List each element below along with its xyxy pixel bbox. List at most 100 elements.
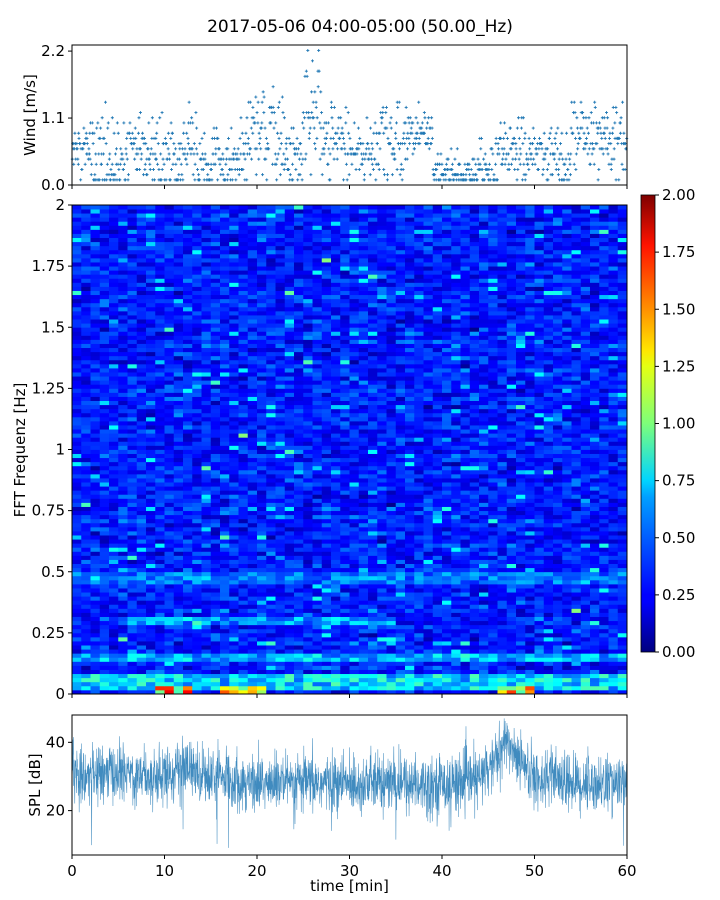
wind-point bbox=[554, 131, 558, 135]
spectrogram-cell bbox=[460, 673, 471, 679]
spectrogram-cell bbox=[118, 547, 128, 552]
spectrogram-cell bbox=[257, 661, 267, 666]
spectrogram-cell bbox=[72, 559, 82, 564]
spectrogram-cell bbox=[294, 571, 304, 577]
spectrogram-cell bbox=[386, 482, 397, 487]
spectrogram-cell bbox=[90, 575, 101, 581]
spectrogram-cell bbox=[247, 531, 258, 536]
spectrogram-cell bbox=[220, 612, 230, 617]
spectrogram-cell bbox=[423, 632, 434, 638]
spectrogram-cell bbox=[553, 620, 563, 626]
spectrogram-cell bbox=[275, 567, 286, 573]
spectrogram-cell bbox=[192, 461, 202, 467]
spectrogram-cell bbox=[220, 490, 230, 495]
spectrogram-cell bbox=[238, 612, 249, 617]
spectrogram-cell bbox=[275, 677, 286, 683]
spectrogram-cell bbox=[247, 592, 258, 597]
spectrogram-cell bbox=[617, 559, 628, 564]
spectrogram-cell bbox=[340, 673, 350, 679]
spectrogram-cell bbox=[358, 600, 369, 605]
spectrogram-cell bbox=[590, 677, 600, 683]
spectrogram-cell bbox=[81, 608, 91, 613]
spectrogram-cell bbox=[562, 531, 572, 536]
spectrogram-cell bbox=[155, 486, 165, 491]
spectrogram-cell bbox=[460, 600, 471, 605]
spectrogram-cell bbox=[340, 649, 350, 654]
spectrogram-cell bbox=[368, 518, 378, 524]
spectrogram-cell bbox=[358, 457, 369, 463]
spectrogram-cell bbox=[469, 555, 480, 560]
wind-point bbox=[108, 152, 112, 156]
spectrogram-cell bbox=[543, 657, 554, 662]
spectrogram-cell bbox=[590, 600, 600, 605]
spectrogram-cell bbox=[247, 445, 258, 450]
wind-point bbox=[203, 152, 207, 156]
spectrogram-cell bbox=[479, 583, 489, 589]
wind-point bbox=[515, 152, 519, 156]
spectrogram-cell bbox=[590, 563, 600, 569]
spectrogram-cell bbox=[99, 583, 110, 589]
wind-point bbox=[427, 147, 431, 151]
spectrogram-cell bbox=[562, 453, 572, 459]
spectrogram-cell bbox=[386, 486, 397, 491]
wind-point bbox=[568, 162, 572, 166]
spectrogram-cell bbox=[257, 498, 267, 503]
spectrogram-cell bbox=[294, 641, 304, 646]
spectrogram-cell bbox=[506, 661, 517, 666]
wind-point bbox=[357, 147, 361, 151]
spectrogram-cell bbox=[303, 555, 313, 560]
spectrogram-cell bbox=[349, 535, 360, 540]
wind-point bbox=[584, 136, 588, 140]
spectrogram-cell bbox=[303, 518, 313, 524]
spectrogram-cell bbox=[580, 445, 591, 450]
wind-point bbox=[609, 142, 613, 146]
spectrogram-cell bbox=[183, 563, 193, 569]
spectrogram-cell bbox=[192, 453, 202, 459]
wind-point bbox=[515, 126, 519, 130]
spectrogram-cell bbox=[173, 636, 184, 642]
spectrogram-cell bbox=[321, 673, 332, 679]
spectrogram-cell bbox=[210, 445, 221, 450]
spectrogram-cell bbox=[303, 547, 313, 552]
wind-point bbox=[269, 121, 273, 125]
spectrogram-cell bbox=[257, 604, 267, 609]
wind-point bbox=[123, 178, 127, 182]
spectrogram-cell bbox=[183, 669, 193, 675]
spectrogram-cell bbox=[247, 661, 258, 666]
wind-point bbox=[286, 157, 290, 161]
spectrogram-cell bbox=[479, 506, 489, 512]
spectrogram-cell bbox=[479, 502, 489, 507]
spectrogram-cell bbox=[229, 547, 239, 552]
spectrogram-cell bbox=[506, 449, 517, 454]
spectrogram-cell bbox=[164, 665, 175, 670]
spectrogram-cell bbox=[340, 449, 350, 454]
spectrogram-cell bbox=[562, 665, 572, 670]
spectrogram-cell bbox=[331, 669, 341, 675]
spectrogram-cell bbox=[266, 506, 276, 512]
wind-point bbox=[397, 100, 401, 104]
wind-point bbox=[401, 167, 405, 171]
spectrogram-cell bbox=[516, 445, 526, 450]
spectrogram-cell bbox=[386, 490, 397, 495]
spectrogram-cell bbox=[506, 636, 517, 642]
spectrogram-cell bbox=[423, 628, 434, 634]
spectrogram-cell bbox=[109, 653, 119, 658]
wind-point bbox=[482, 157, 486, 161]
spectrogram-cell bbox=[469, 453, 480, 459]
spectrogram-cell bbox=[423, 612, 434, 617]
spectrogram-cell bbox=[553, 641, 563, 646]
spectrogram-cell bbox=[534, 473, 545, 479]
spectrogram-cell bbox=[340, 677, 350, 683]
spectrogram-cell bbox=[340, 665, 350, 670]
spectrogram-cell bbox=[210, 494, 221, 499]
spectrogram-cell bbox=[414, 522, 424, 528]
spectrogram-cell bbox=[109, 588, 119, 593]
spectrogram-cell bbox=[340, 588, 350, 593]
spectrogram-cell bbox=[590, 551, 600, 556]
spectrogram-cell bbox=[183, 494, 193, 499]
spectrogram-cell bbox=[432, 685, 443, 691]
spectrogram-cell bbox=[312, 490, 323, 495]
spectrogram-cell bbox=[275, 559, 286, 564]
spectrogram-cell bbox=[543, 620, 554, 626]
